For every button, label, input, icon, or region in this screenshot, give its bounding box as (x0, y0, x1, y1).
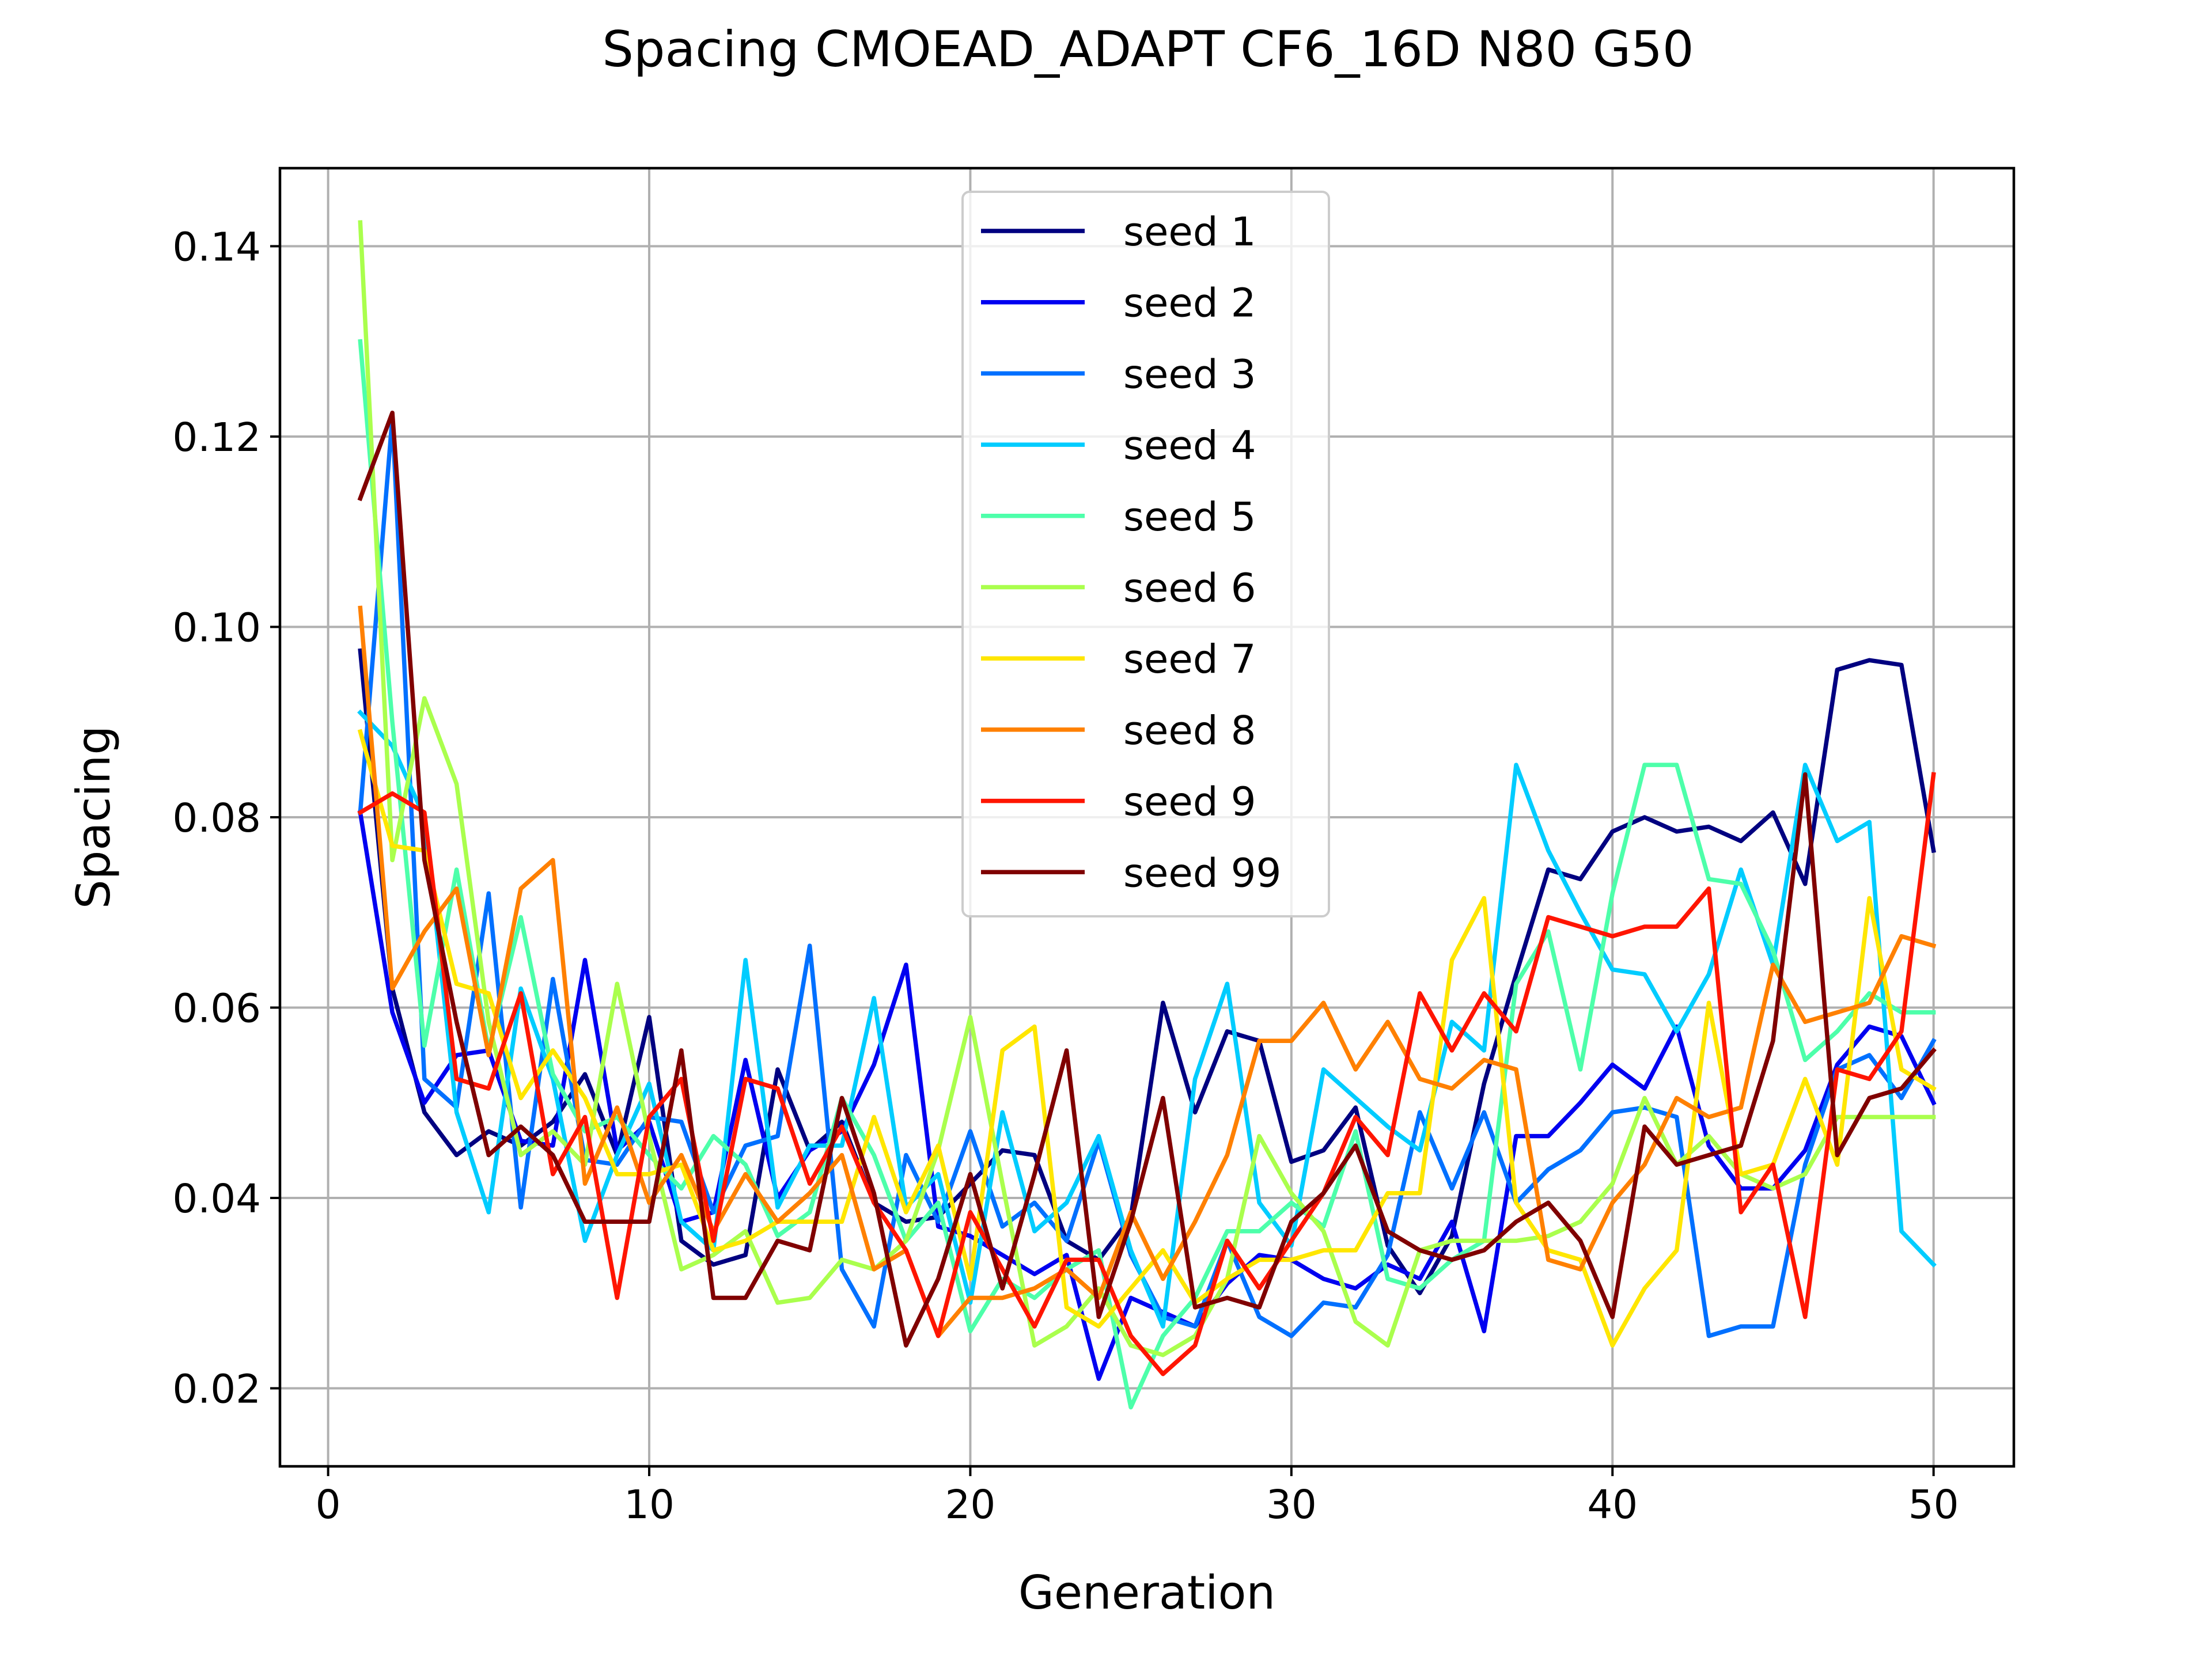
legend-label: seed 3 (1123, 351, 1256, 397)
x-tick-label: 10 (624, 1482, 675, 1528)
legend-item: seed 7 (981, 636, 1256, 682)
legend-label: seed 99 (1123, 850, 1281, 896)
legend-label: seed 5 (1123, 494, 1256, 540)
series-line-seed-99 (357, 410, 1937, 1348)
legend: seed 1 seed 2 seed 3 seed 4 seed 5 seed 6 seed… (961, 191, 1330, 917)
legend-item: seed 4 (981, 423, 1256, 469)
legend-item: seed 9 (981, 779, 1256, 825)
series-line-seed-9 (357, 772, 1936, 1376)
legend-item: seed 99 (981, 850, 1281, 896)
legend-item: seed 5 (981, 494, 1256, 540)
y-tick-label: 0.02 (172, 1366, 261, 1412)
y-axis-label: Spacing (67, 726, 120, 909)
legend-item: seed 6 (981, 566, 1256, 612)
y-tick-label: 0.08 (172, 795, 261, 841)
legend-item: seed 3 (981, 351, 1256, 397)
legend-label: seed 8 (1123, 708, 1256, 754)
x-tick-label: 50 (1908, 1482, 1959, 1528)
legend-label: seed 1 (1123, 209, 1256, 255)
y-tick-label: 0.06 (172, 985, 261, 1032)
series-lines (357, 220, 1937, 1410)
x-tick-label: 30 (1266, 1482, 1317, 1528)
series-line-seed-6 (358, 220, 1936, 1357)
legend-label: seed 6 (1123, 566, 1256, 612)
series-line-seed-4 (357, 709, 1937, 1329)
y-tick-label: 0.14 (172, 225, 261, 271)
legend-item: seed 2 (981, 280, 1256, 327)
legend-item: seed 1 (981, 209, 1256, 255)
y-tick-label: 0.12 (172, 415, 261, 461)
x-axis-label: Generation (1018, 1566, 1275, 1620)
y-ticks: 0.02 0.04 0.06 0.08 0.10 0.12 0.14 (172, 225, 280, 1412)
y-tick-label: 0.04 (172, 1176, 261, 1222)
x-tick-label: 0 (316, 1482, 341, 1528)
legend-label: seed 2 (1123, 280, 1256, 327)
x-tick-label: 20 (945, 1482, 996, 1528)
x-tick-label: 40 (1587, 1482, 1638, 1528)
chart-title: Spacing CMOEAD_ADAPT CF6_16D N80 G50 (602, 21, 1694, 78)
series-line-seed-8 (358, 605, 1937, 1338)
legend-label: seed 4 (1123, 423, 1256, 469)
series-line-seed-7 (357, 729, 1937, 1348)
legend-label: seed 9 (1123, 779, 1256, 825)
y-tick-label: 0.10 (172, 605, 261, 651)
legend-label: seed 7 (1123, 636, 1256, 682)
series-line-seed-1 (358, 648, 1936, 1295)
legend-item: seed 8 (981, 708, 1256, 754)
x-ticks: 0 10 20 30 40 50 (316, 1466, 1959, 1528)
